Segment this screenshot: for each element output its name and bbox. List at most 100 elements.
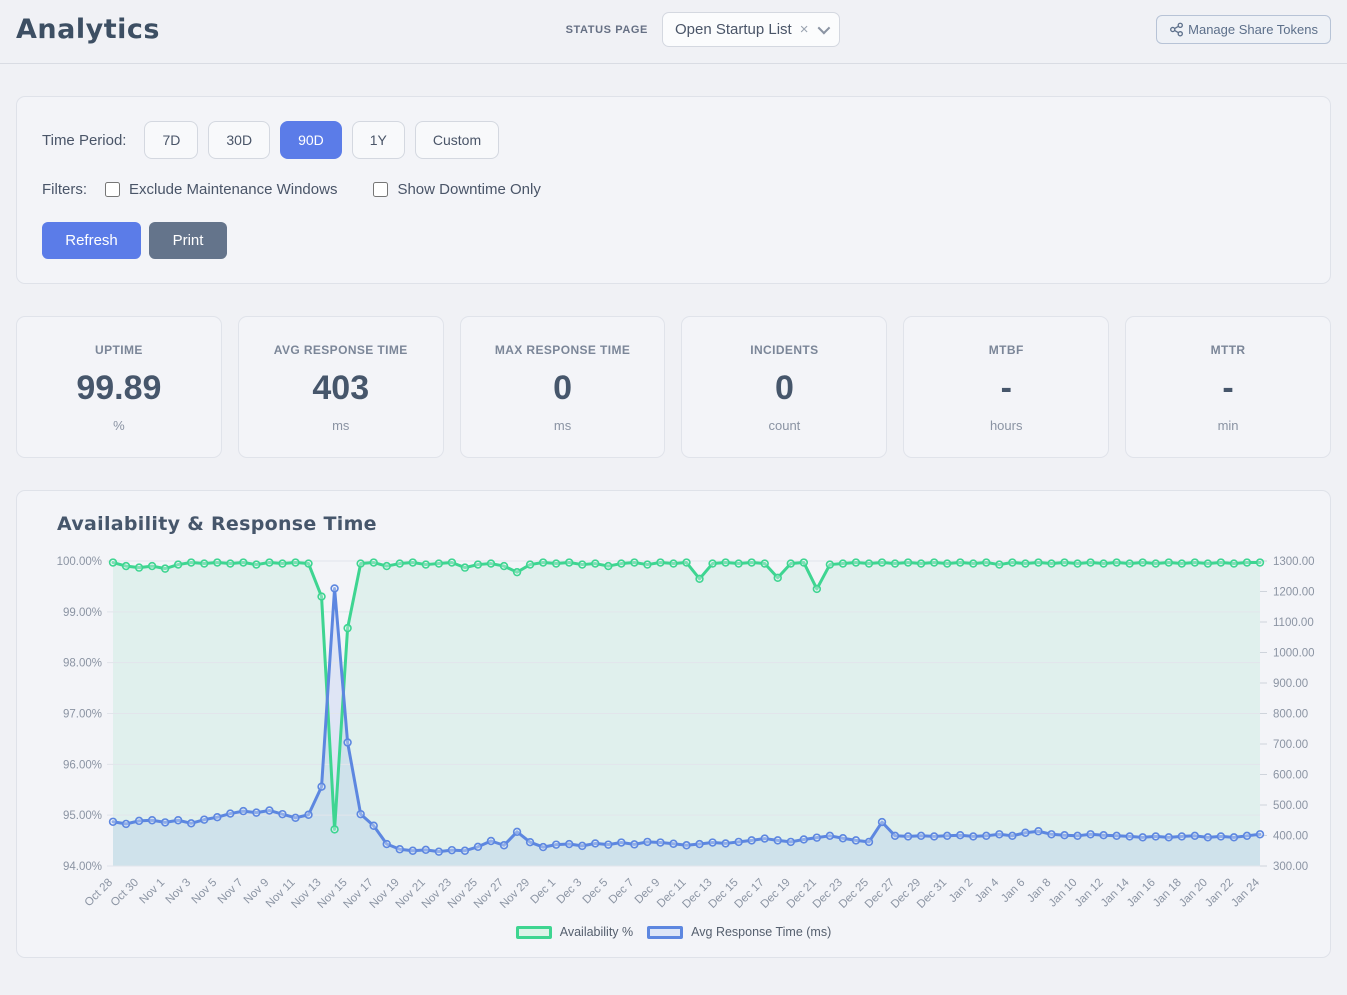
stat-unit: hours: [989, 418, 1023, 433]
status-page-label: STATUS PAGE: [565, 23, 648, 36]
svg-text:95.00%: 95.00%: [63, 810, 102, 822]
period-button-7d[interactable]: 7D: [144, 121, 199, 159]
stats-row: UPTIME 99.89 % AVG RESPONSE TIME 403 ms …: [16, 316, 1331, 458]
filters-row: Filters: Exclude Maintenance Windows Sho…: [42, 181, 1305, 198]
stat-unit: ms: [553, 418, 572, 433]
stat-value: 0: [553, 369, 573, 407]
svg-text:1200.00: 1200.00: [1273, 587, 1315, 599]
stat-value: 403: [312, 369, 370, 407]
chevron-down-icon: [818, 21, 831, 35]
period-button-1y[interactable]: 1Y: [351, 121, 405, 159]
stat-card-avg-response: AVG RESPONSE TIME 403 ms: [237, 316, 444, 458]
stat-card-mttr: MTTR - min: [1125, 316, 1331, 458]
exclude-maintenance-checkbox-input[interactable]: [105, 182, 120, 197]
svg-text:Nov 29: Nov 29: [498, 877, 532, 911]
svg-text:Nov 3: Nov 3: [164, 877, 194, 907]
svg-text:Jan 22: Jan 22: [1203, 877, 1236, 910]
svg-text:400.00: 400.00: [1273, 831, 1308, 843]
actions-row: Refresh Print: [42, 222, 1305, 259]
stat-card-mtbf: MTBF - hours: [903, 316, 1110, 458]
stat-unit: ms: [332, 418, 350, 433]
show-downtime-checkbox[interactable]: Show Downtime Only: [373, 181, 541, 198]
svg-text:97.00%: 97.00%: [63, 709, 102, 721]
svg-text:Dec 3: Dec 3: [555, 877, 585, 907]
svg-text:Jan 20: Jan 20: [1177, 877, 1210, 910]
period-button-custom[interactable]: Custom: [414, 121, 500, 159]
stat-label: AVG RESPONSE TIME: [273, 343, 408, 357]
time-period-label: Time Period:: [42, 131, 127, 149]
status-page-selected-value: Open Startup List: [674, 21, 792, 38]
svg-text:Oct 30: Oct 30: [109, 877, 141, 909]
filter-panel: Time Period: 7D 30D 90D 1Y Custom Filter…: [16, 96, 1331, 284]
show-downtime-label: Show Downtime Only: [397, 181, 541, 198]
svg-text:700.00: 700.00: [1273, 739, 1308, 751]
response-swatch-icon: [647, 925, 684, 939]
status-page-group: STATUS PAGE Open Startup List ×: [566, 12, 841, 47]
svg-text:Nov 1: Nov 1: [138, 877, 168, 907]
legend-item-response: Avg Response Time (ms): [647, 925, 831, 939]
svg-text:1000.00: 1000.00: [1273, 648, 1315, 660]
stat-label: MTTR: [1210, 343, 1246, 357]
stat-value: 99.89: [76, 369, 162, 407]
legend-label: Avg Response Time (ms): [691, 925, 832, 939]
time-period-row: Time Period: 7D 30D 90D 1Y Custom: [42, 121, 1305, 159]
stat-unit: %: [113, 418, 125, 433]
svg-text:Dec 7: Dec 7: [607, 877, 637, 907]
chart-panel: Availability & Response Time 100.00% 99.0…: [16, 490, 1331, 958]
chart-legend: Availability % Avg Response Time (ms): [19, 925, 1328, 939]
svg-text:100.00%: 100.00%: [57, 556, 102, 568]
show-downtime-checkbox-input[interactable]: [373, 182, 389, 197]
period-button-30d[interactable]: 30D: [208, 121, 271, 159]
legend-item-availability: Availability %: [515, 925, 633, 939]
svg-text:800.00: 800.00: [1273, 709, 1308, 721]
svg-text:Jan 4: Jan 4: [973, 876, 1002, 905]
response-line: [111, 586, 1262, 854]
svg-text:96.00%: 96.00%: [63, 759, 102, 771]
svg-text:Oct 28: Oct 28: [83, 877, 115, 909]
page-title: Analytics: [16, 14, 160, 45]
exclude-maintenance-checkbox[interactable]: Exclude Maintenance Windows: [105, 181, 337, 198]
svg-text:Jan 2: Jan 2: [947, 877, 975, 905]
svg-text:Jan 16: Jan 16: [1125, 877, 1158, 910]
stat-card-incidents: INCIDENTS 0 count: [681, 316, 888, 458]
exclude-maintenance-label: Exclude Maintenance Windows: [129, 181, 338, 198]
svg-text:1100.00: 1100.00: [1273, 617, 1314, 629]
print-button[interactable]: Print: [149, 222, 227, 259]
svg-text:98.00%: 98.00%: [63, 658, 102, 670]
stat-unit: count: [768, 418, 801, 433]
stat-label: INCIDENTS: [750, 343, 819, 357]
manage-share-tokens-button[interactable]: Manage Share Tokens: [1156, 15, 1331, 44]
stat-label: MTBF: [988, 343, 1024, 357]
stat-unit: min: [1217, 418, 1239, 433]
svg-text:99.00%: 99.00%: [63, 607, 102, 619]
availability-response-chart: 100.00% 99.00% 98.00% 97.00% 96.00% 95.00% 94.…: [25, 549, 1322, 921]
svg-text:Nov 7: Nov 7: [216, 877, 246, 907]
stat-card-max-response: MAX RESPONSE TIME 0 ms: [459, 316, 666, 458]
stat-label: UPTIME: [95, 343, 143, 357]
svg-text:Jan 10: Jan 10: [1047, 877, 1080, 910]
svg-text:1300.00: 1300.00: [1273, 556, 1315, 568]
status-page-select[interactable]: Open Startup List ×: [661, 12, 841, 47]
clear-icon[interactable]: ×: [799, 21, 809, 38]
availability-swatch-icon: [515, 925, 552, 939]
stat-value: 0: [774, 369, 794, 407]
svg-text:500.00: 500.00: [1273, 800, 1308, 812]
svg-text:Dec 5: Dec 5: [581, 877, 611, 907]
refresh-button[interactable]: Refresh: [42, 222, 141, 259]
manage-share-tokens-label: Manage Share Tokens: [1188, 22, 1318, 37]
stat-value: -: [1222, 369, 1234, 407]
svg-text:300.00: 300.00: [1273, 861, 1308, 873]
svg-text:Dec 31: Dec 31: [915, 877, 949, 911]
share-icon: [1169, 22, 1184, 37]
svg-text:Jan 12: Jan 12: [1073, 877, 1106, 910]
availability-line: [111, 561, 1262, 831]
period-button-90d[interactable]: 90D: [280, 121, 342, 159]
stat-card-uptime: UPTIME 99.89 %: [16, 316, 222, 458]
availability-area: [113, 562, 1260, 866]
svg-text:94.00%: 94.00%: [63, 861, 102, 873]
chart-title: Availability & Response Time: [57, 513, 377, 535]
svg-text:Nov 5: Nov 5: [190, 877, 220, 907]
stat-label: MAX RESPONSE TIME: [494, 343, 631, 357]
top-bar: Analytics STATUS PAGE Open Startup List …: [0, 0, 1347, 64]
svg-text:Jan 6: Jan 6: [999, 877, 1027, 905]
